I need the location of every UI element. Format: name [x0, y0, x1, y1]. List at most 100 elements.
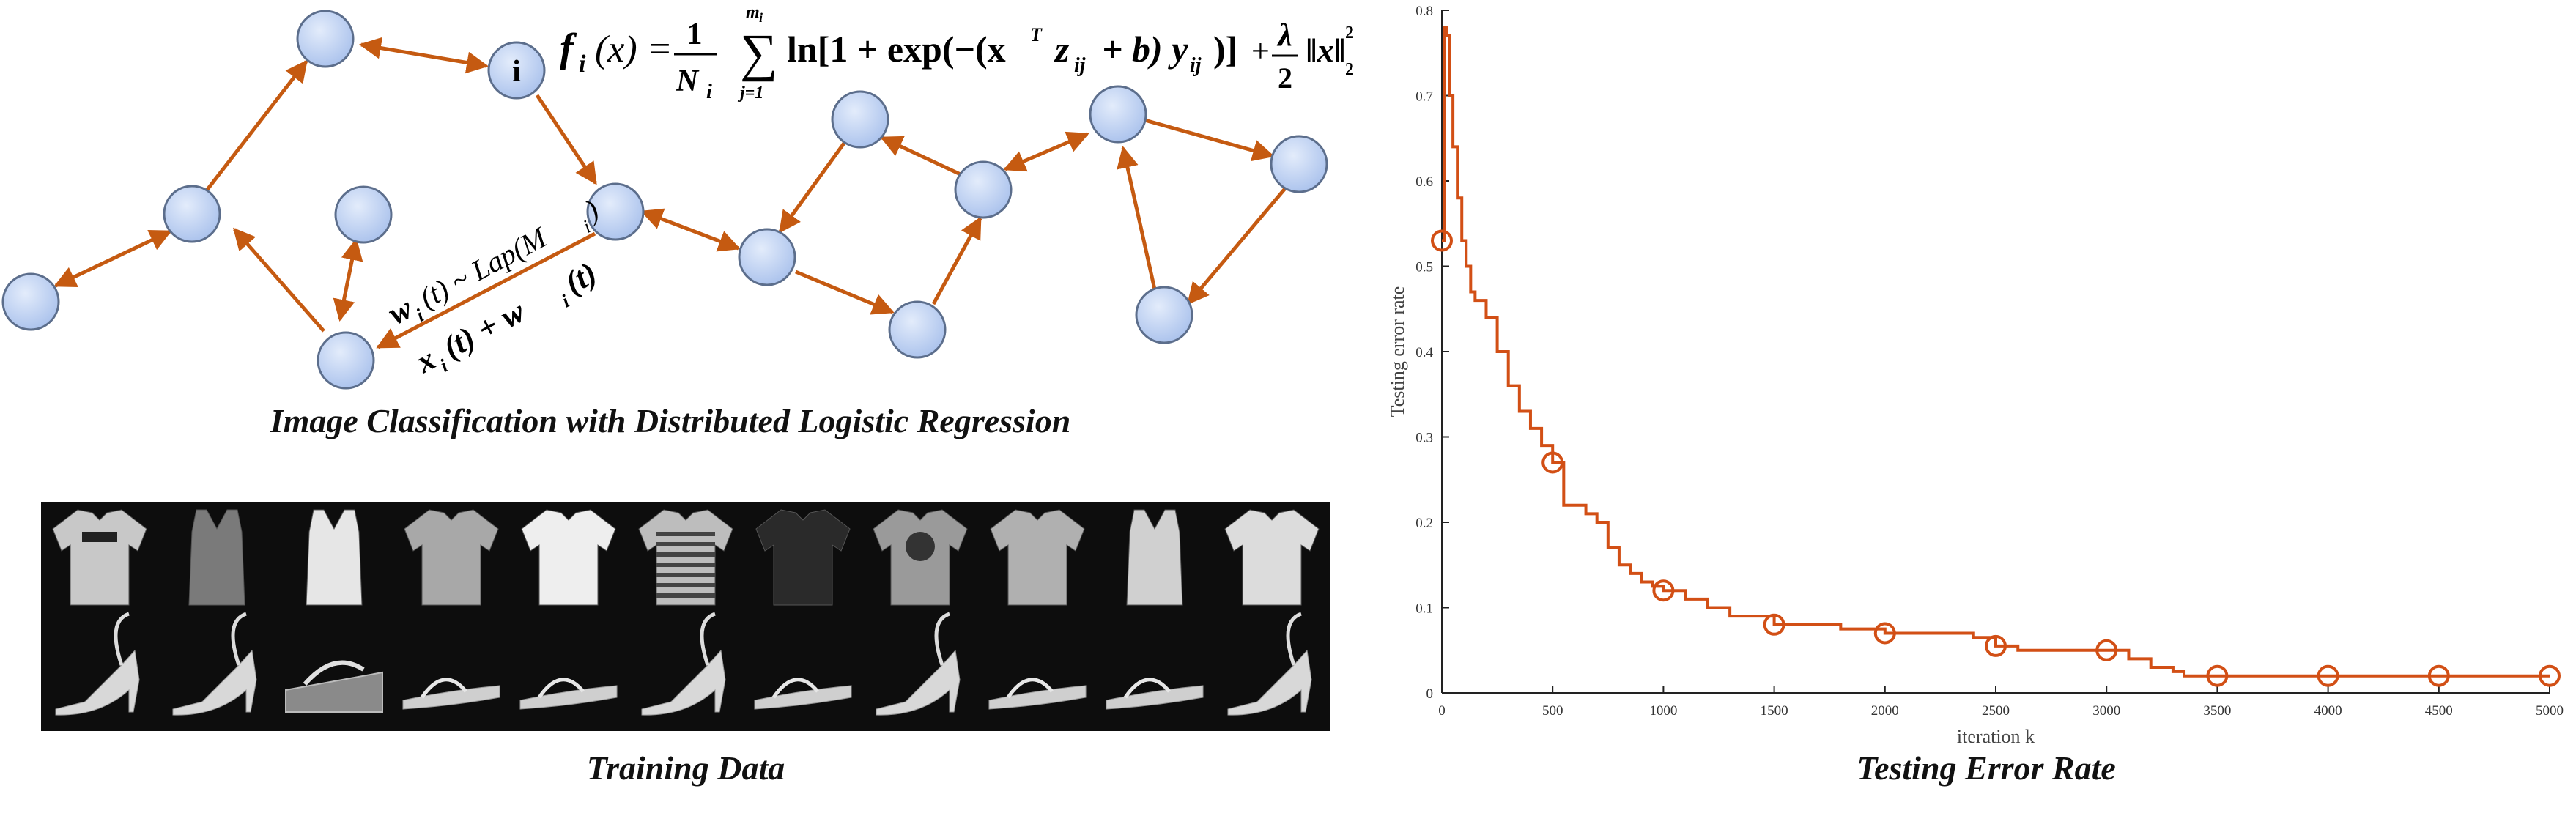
- x-tick-label: 2500: [1982, 703, 2010, 719]
- series-marker: [1431, 229, 1453, 252]
- x-tick-label: 5000: [2536, 703, 2564, 719]
- y-tick-label: 0.7: [1415, 89, 1433, 105]
- series-marker: [1652, 579, 1675, 602]
- node: [317, 331, 375, 390]
- edge: [1141, 117, 1275, 162]
- x-tick-label: 2000: [1871, 703, 1899, 719]
- series-marker: [1763, 613, 1785, 636]
- edge: [359, 37, 489, 74]
- top-item-striped-shirt: [638, 509, 733, 606]
- node: [831, 90, 889, 149]
- svg-text:w: w: [382, 289, 418, 331]
- y-tick-label: 0.8: [1415, 4, 1433, 19]
- node: [1, 272, 60, 331]
- edge: [333, 238, 363, 322]
- formula-sum: ∑: [740, 23, 777, 82]
- formula-z: z: [1054, 29, 1070, 70]
- training-images: [52, 509, 1320, 716]
- node: [738, 228, 796, 286]
- edge: [795, 270, 895, 315]
- formula-two: 2: [1278, 62, 1292, 94]
- formula-y-sub: ij: [1190, 54, 1202, 77]
- x-tick-label: 500: [1542, 703, 1563, 719]
- svg-text:(t) + w: (t) + w: [437, 293, 531, 366]
- formula-norm: ‖x‖: [1306, 31, 1346, 69]
- edge: [1187, 185, 1288, 305]
- node: [1270, 135, 1328, 193]
- edge: [640, 208, 741, 252]
- node: [163, 185, 221, 243]
- formula-sum-top-sub: i: [759, 10, 763, 25]
- node: [888, 300, 947, 359]
- formula-frac-den: N: [676, 64, 700, 98]
- x-tick-label: 3000: [2092, 703, 2120, 719]
- bottom-item-heel: [876, 612, 961, 716]
- node-center: [487, 41, 546, 100]
- bottom-item-wedge: [285, 660, 383, 713]
- top-item-t-shirt: [1224, 509, 1320, 606]
- error-rate-chart: 0 0.1 0.2 0.3 0.4 0.5 0.6 0.7 0.8 0 500 1000 1500 200…: [1387, 4, 2564, 747]
- y-tick-label: 0.2: [1415, 516, 1433, 531]
- bottom-item-flat: [1106, 678, 1204, 710]
- formula-body: ln[1 + exp(−(x: [787, 29, 1006, 70]
- training-data-strip: [41, 502, 1330, 731]
- bottom-item-flat-sandal: [519, 678, 618, 710]
- center-node-label: i: [512, 55, 521, 89]
- formula-arg: (x) =: [595, 29, 673, 70]
- node: [954, 160, 1013, 219]
- x-tick-label: 4000: [2314, 703, 2342, 719]
- bottom-item-high-heel: [55, 612, 140, 716]
- series-marker: [2317, 664, 2339, 687]
- network-edges: [53, 37, 1288, 349]
- edge: [931, 216, 982, 305]
- formula-sum-top: m: [746, 3, 760, 22]
- bottom-item-sandal: [754, 678, 852, 710]
- formula-sum-bottom: j=1: [737, 84, 763, 103]
- edge: [376, 231, 596, 349]
- objective-formula: f i (x) = 1 N i ∑ m i j=1 ln[1 + exp(−(x…: [560, 3, 1354, 103]
- formula-frac-num: 1: [687, 18, 703, 51]
- formula-sup-t: T: [1030, 24, 1043, 45]
- formula-norm-sub: 2: [1345, 60, 1354, 79]
- bottom-item-heel: [1227, 612, 1312, 716]
- y-tick-label: 0.5: [1415, 260, 1433, 275]
- series-line-0: [1442, 26, 2550, 678]
- x-tick-label: 1000: [1649, 703, 1677, 719]
- series-marker: [2206, 664, 2229, 687]
- top-item-dark-shirt: [755, 509, 851, 606]
- series-marker: [1541, 451, 1564, 474]
- formula-close: )]: [1213, 29, 1237, 70]
- y-tick-label: 0: [1426, 686, 1434, 702]
- svg-text:x: x: [410, 341, 441, 380]
- edge: [205, 59, 308, 192]
- formula-f-sub: i: [579, 51, 586, 78]
- y-axis-label: Testing error rate: [1387, 286, 1408, 418]
- node: [334, 185, 393, 244]
- y-tick-label: 0.4: [1415, 345, 1433, 360]
- bottom-item-strappy-heel: [641, 612, 726, 716]
- bottom-item-platform-heel: [172, 612, 257, 716]
- formula-z-sub: ij: [1074, 54, 1086, 77]
- x-tick-label: 1500: [1761, 703, 1788, 719]
- top-item-t-shirt: [52, 509, 147, 606]
- diagram-caption: Image Classification with Distributed Lo…: [270, 402, 1071, 439]
- training-caption: Training Data: [586, 749, 785, 787]
- chart-caption: Testing Error Rate: [1857, 749, 2116, 787]
- formula-f: f: [560, 26, 577, 71]
- edge: [535, 94, 598, 185]
- svg-text:(t): (t): [559, 255, 603, 301]
- edge: [1003, 131, 1089, 172]
- x-tick-label: 0: [1438, 703, 1446, 719]
- formula-lambda: λ: [1276, 17, 1292, 53]
- series-marker: [2427, 664, 2450, 687]
- edge: [1117, 146, 1158, 297]
- network-nodes: [1, 10, 1328, 390]
- top-item-patterned-tank: [1126, 509, 1183, 606]
- series-marker: [1873, 622, 1896, 645]
- formula-norm-sup: 2: [1345, 23, 1354, 42]
- y-tick-label: 0.6: [1415, 174, 1433, 190]
- node: [1089, 85, 1147, 144]
- bottom-item-sandal: [402, 678, 500, 710]
- formula-reg-plus: +: [1251, 33, 1270, 69]
- node: [296, 10, 355, 68]
